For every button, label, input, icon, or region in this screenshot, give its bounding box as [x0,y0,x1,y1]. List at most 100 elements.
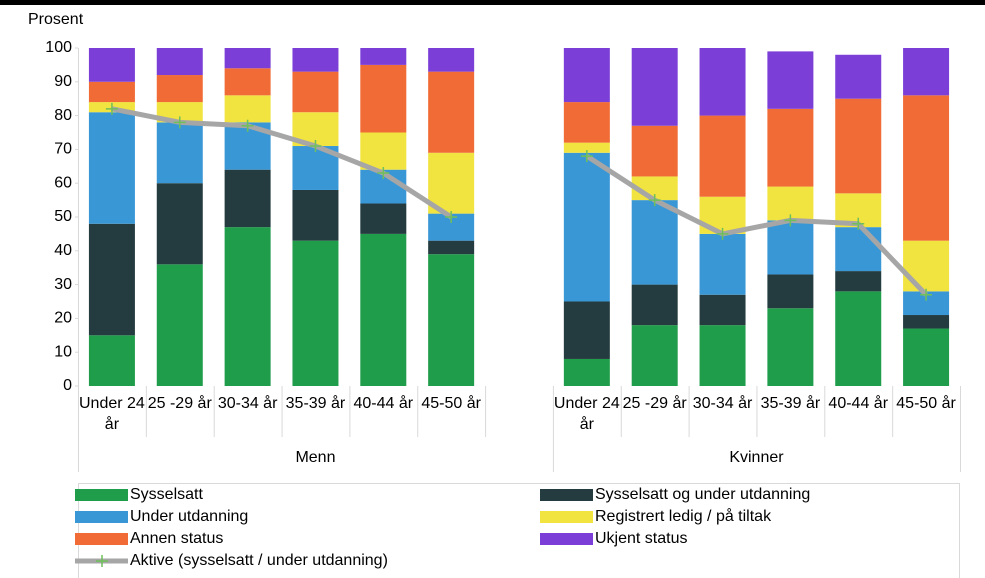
x-tick-label: Under 24 år [553,395,620,433]
y-tick-label: 80 [54,107,72,124]
bar-segment [903,48,950,96]
bar-segment [835,227,882,272]
group-label: Menn [295,449,336,466]
bar-segment [903,315,950,329]
y-tick-label: 70 [54,141,72,158]
bar-segment [767,308,814,386]
y-tick-label: 0 [63,377,72,394]
legend-label: Aktive (sysselsatt / under utdanning) [130,552,388,569]
bar-segment [699,48,746,116]
bar-segment [428,240,475,255]
bar-segment [835,98,882,194]
bar-segment [631,125,678,177]
bar-segment [563,142,610,153]
x-tick-label: 25 -29 år [147,395,212,412]
bar-segment [360,203,407,234]
legend-swatch [540,489,593,501]
bar-segment [631,200,678,285]
bar-segment [767,274,814,309]
bar-segment [224,48,271,69]
bar-segment [292,71,339,113]
bar-segment [699,294,746,326]
bar-segment [563,301,610,359]
bar-segment [767,220,814,275]
legend-label: Sysselsatt og under utdanning [595,486,810,503]
bar-segment [292,48,339,72]
x-tick-label: 35-39 år [285,395,346,412]
bar-segment [563,102,610,143]
line-marker [920,288,933,301]
x-tick-label: 45-50 år [896,395,956,412]
line-marker [784,214,797,227]
y-tick-label: 20 [54,310,72,327]
bar-segment [903,328,950,386]
x-tick-label: 25 -29 år [622,395,687,412]
line-marker [648,194,661,207]
bar-segment [903,240,950,292]
legend-label: Annen status [130,530,223,547]
bar-segment [292,189,339,241]
bar-segment [88,48,135,82]
group-label: Kvinner [729,449,784,466]
bar-segment [224,68,271,96]
bar-segment [156,48,203,76]
bar-segment [156,102,203,123]
bar-segment [360,233,407,386]
bar-segment [767,108,814,187]
bar-segment [699,325,746,386]
legend-marker [96,555,108,567]
bar-segment [563,152,610,302]
y-tick-label: 10 [54,343,72,360]
bar-segment [428,71,475,153]
line-marker [309,140,322,153]
bar-segment [563,358,610,386]
bar-segment [360,132,407,170]
bar-segment [360,64,407,133]
legend-swatch [75,533,128,545]
bar-segment [88,81,135,103]
bar-segment [631,284,678,326]
bar-segment [563,48,610,103]
legend-swatch [540,533,593,545]
bar-segment [88,223,135,336]
line-marker [173,116,186,129]
line-marker [716,227,729,240]
legend-label: Registrert ledig / på tiltak [595,507,772,525]
bar-segment [631,48,678,126]
legend-label: Sysselsatt [130,486,203,503]
line-marker [445,211,458,223]
bar-segment [903,95,950,241]
y-tick-label: 60 [54,174,72,191]
bar-segment [88,335,135,386]
x-tick-label: 45-50 år [421,395,481,412]
top-border [0,0,985,5]
y-tick-label: 30 [54,276,72,293]
bar-segment [292,240,339,386]
bar-segment [835,291,882,386]
y-tick-label: 100 [45,39,72,56]
line-marker [580,150,593,163]
bar-segment [631,325,678,386]
x-tick-label: 40-44 år [353,395,414,412]
bar-segment [88,112,135,224]
bar-segment [428,254,475,386]
legend-label: Ukjent status [595,530,687,547]
bar-segment [835,54,882,99]
bar-segment [699,115,746,197]
x-tick-label: 35-39 år [760,395,821,412]
line-marker [241,119,254,132]
legend-swatch [540,511,593,523]
line [111,106,928,297]
bar-segment [156,183,203,265]
bar-segment [156,264,203,386]
bar-segment [156,122,203,184]
bar-segment [428,152,475,214]
x-tick-label: 30-34 år [217,395,278,412]
bar-segment [224,169,271,228]
legend-swatch [75,489,128,501]
x-tick-label: 40-44 år [828,395,889,412]
bar-segment [156,75,203,103]
legend-label: Under utdanning [130,508,248,525]
